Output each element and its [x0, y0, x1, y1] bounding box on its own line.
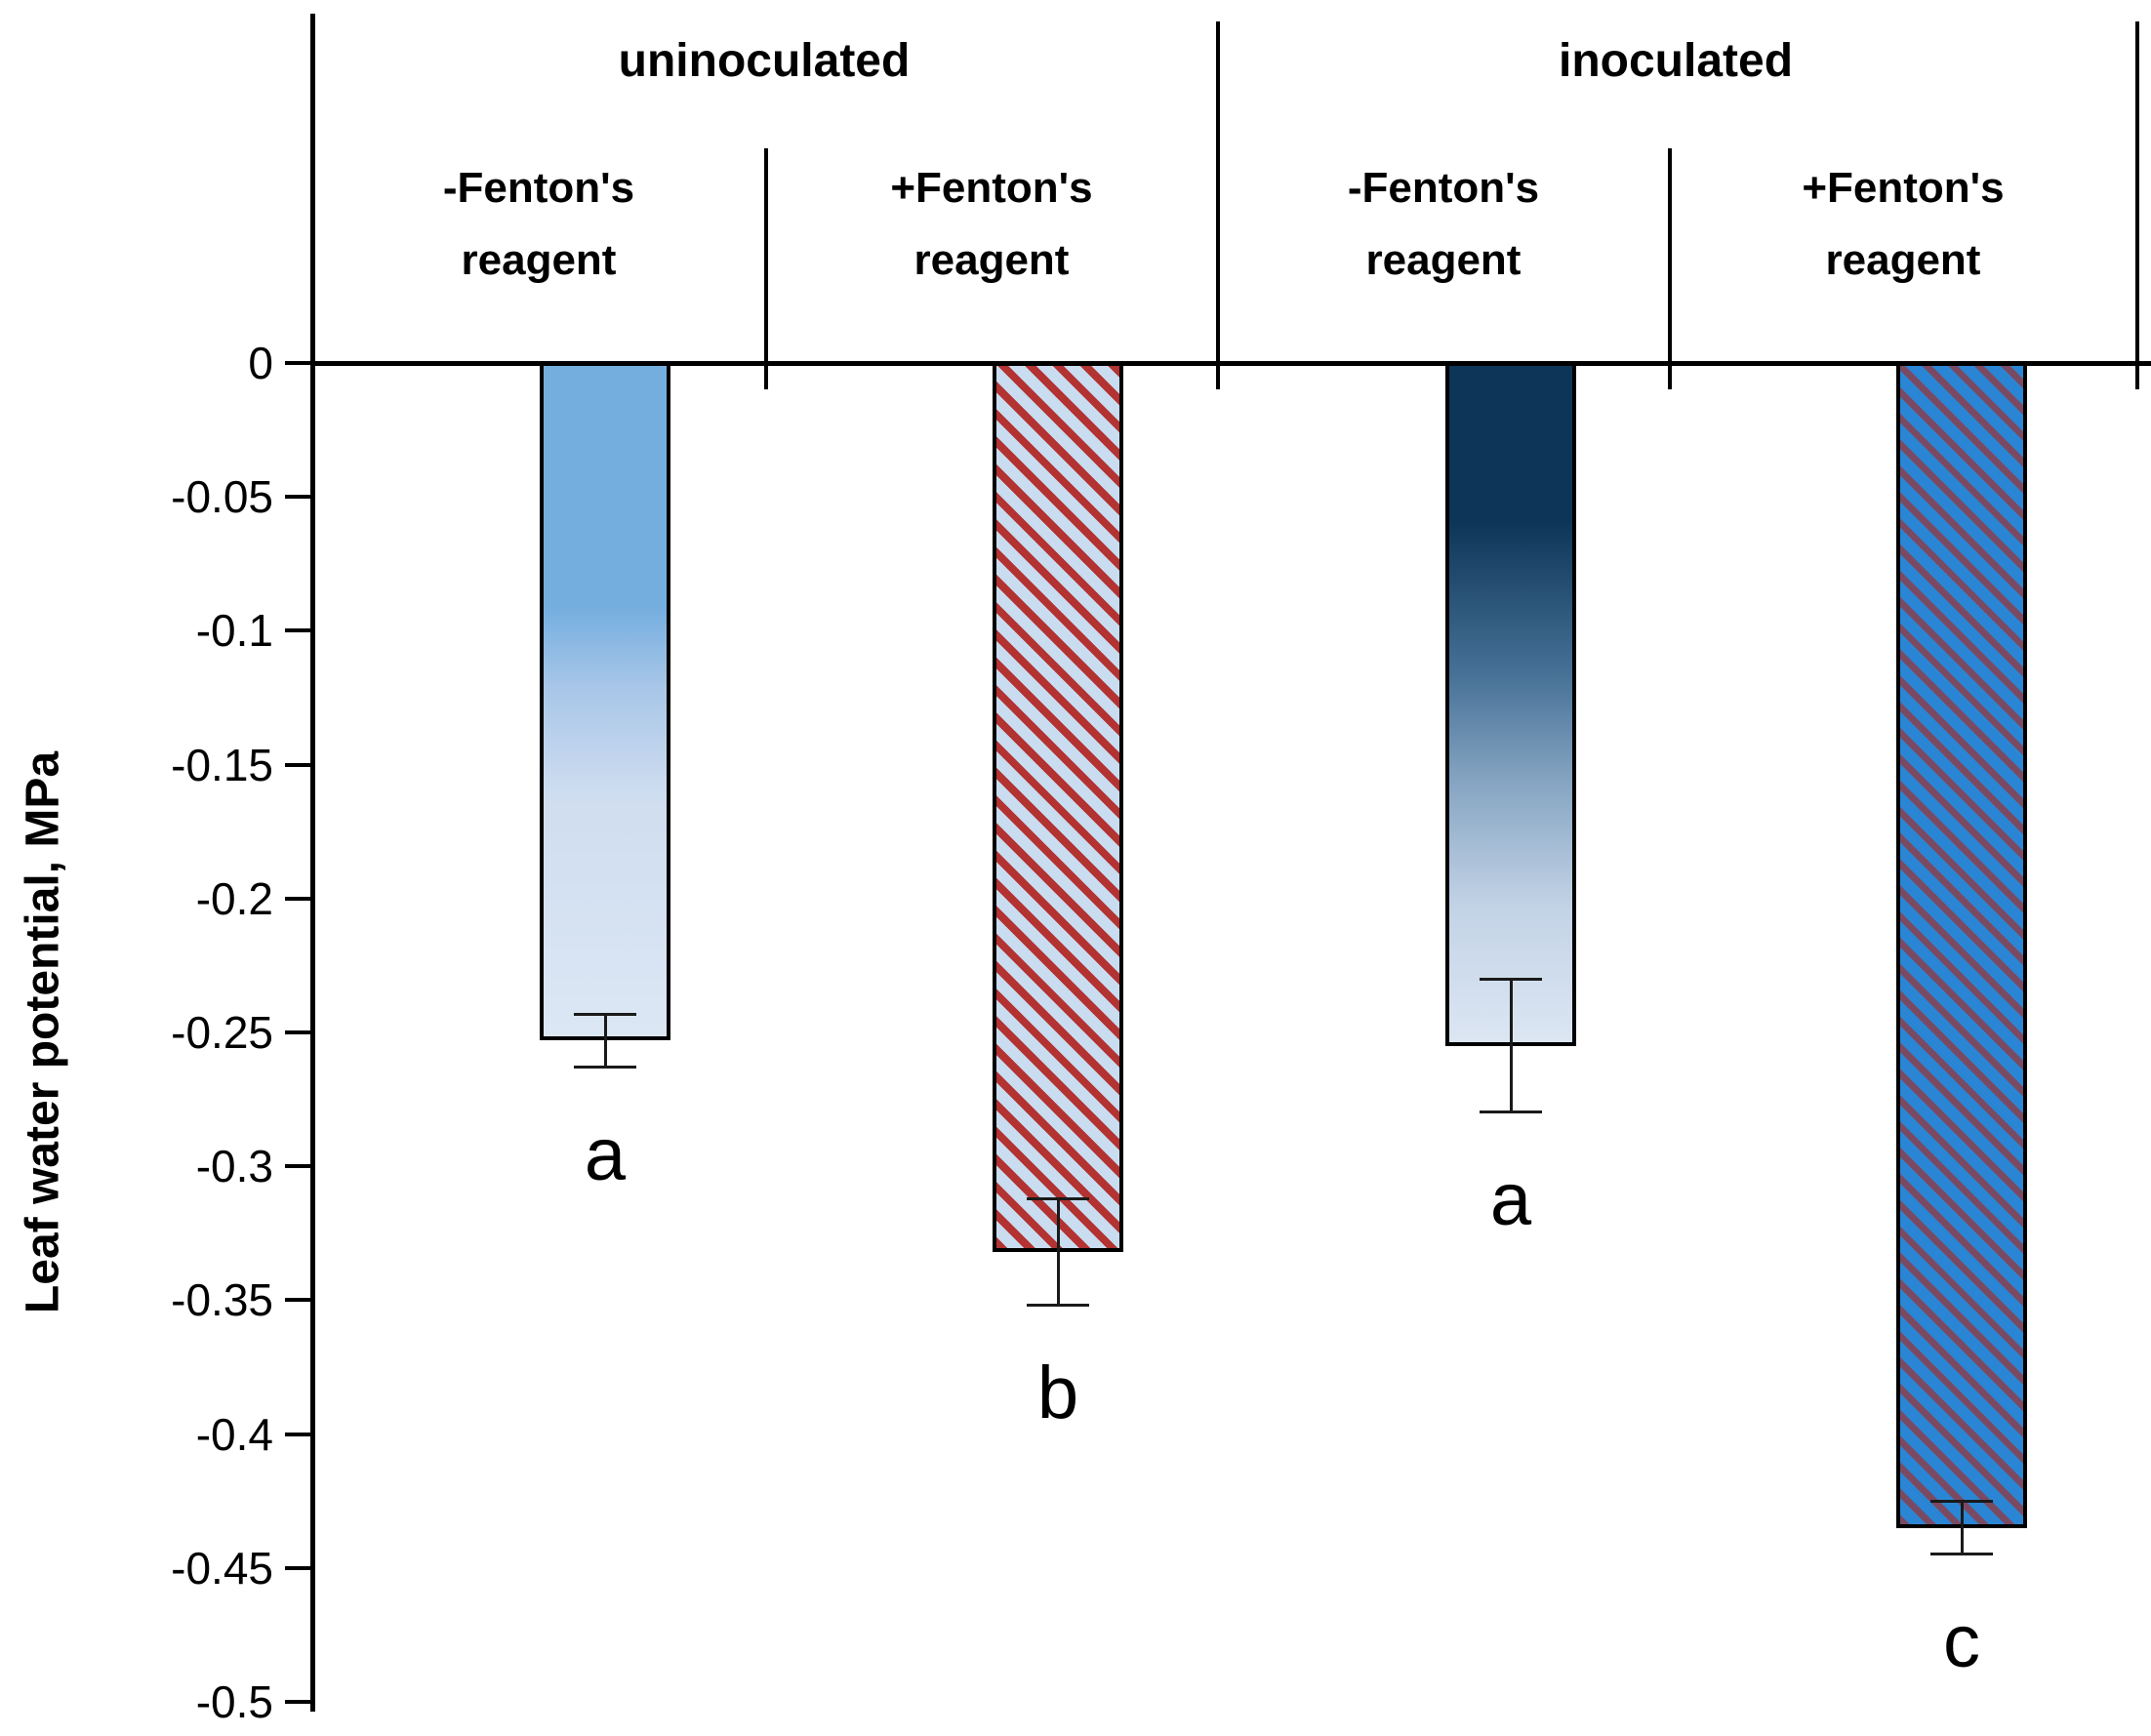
column-label-uninoculated-plus-fenton: +Fenton's reagent [796, 152, 1187, 297]
bar [1445, 362, 1576, 1046]
error-bar-line [1961, 1501, 1964, 1555]
y-tick-label: 0 [248, 338, 273, 388]
sig-letter: a [1489, 1158, 1532, 1242]
sig-letter: a [584, 1112, 627, 1196]
error-bar-cap-bottom [1027, 1303, 1089, 1307]
y-axis-tick [285, 628, 310, 633]
y-axis-tick [285, 1164, 310, 1169]
error-bar-cap-bottom [1930, 1553, 1993, 1556]
y-tick-label: -0.25 [171, 1007, 273, 1058]
column-label-inoculated-plus-fenton: +Fenton's reagent [1708, 152, 2098, 297]
column-label-line2: reagent [1365, 236, 1522, 284]
y-axis-tick [285, 361, 310, 365]
column-divider-uninoculated [764, 148, 768, 389]
y-tick-label: -0.45 [171, 1542, 273, 1594]
error-bar-cap-top [1930, 1500, 1993, 1504]
y-tick-label: -0.35 [171, 1274, 273, 1326]
y-tick-label: -0.15 [171, 739, 273, 790]
y-axis-tick [285, 762, 310, 767]
error-bar-cap-top [574, 1012, 636, 1016]
column-label-line1: +Fenton's [1802, 164, 2005, 212]
column-label-line2: reagent [461, 236, 617, 284]
error-bar-cap-bottom [574, 1065, 636, 1069]
column-label-line1: -Fenton's [442, 164, 635, 212]
y-tick-label: -0.3 [195, 1141, 273, 1192]
zero-baseline [310, 361, 2151, 366]
error-bar-line [1057, 1198, 1060, 1306]
column-label-uninoculated-minus-fenton: -Fenton's reagent [344, 152, 734, 297]
sig-letter: b [1036, 1351, 1079, 1434]
bar [993, 362, 1123, 1252]
column-label-line1: -Fenton's [1347, 164, 1540, 212]
y-axis-tick [285, 1700, 310, 1704]
column-label-line2: reagent [1825, 236, 1981, 284]
column-label-line2: reagent [913, 236, 1070, 284]
error-bar-line [1510, 979, 1513, 1113]
y-tick-label: -0.1 [195, 605, 273, 657]
error-bar-cap-bottom [1480, 1110, 1542, 1114]
y-axis-tick [285, 1432, 310, 1436]
error-bar-line [604, 1013, 607, 1068]
group-divider-line [1216, 21, 1220, 389]
y-axis-tick [285, 896, 310, 901]
bar [540, 362, 670, 1041]
column-divider-inoculated [1668, 148, 1672, 389]
column-label-line1: +Fenton's [890, 164, 1093, 212]
y-tick-label: -0.5 [195, 1676, 273, 1727]
y-tick-label: -0.2 [195, 872, 273, 924]
group-header-uninoculated: uninoculated [618, 35, 911, 87]
y-axis-line [310, 14, 315, 1712]
column-label-inoculated-minus-fenton: -Fenton's reagent [1248, 152, 1639, 297]
y-axis-tick [285, 1298, 310, 1303]
y-tick-label: -0.4 [195, 1408, 273, 1460]
y-tick-label: -0.05 [171, 471, 273, 523]
error-bar-cap-top [1480, 978, 1542, 982]
right-edge-line [2135, 21, 2139, 389]
error-bar-cap-top [1027, 1197, 1089, 1201]
group-header-inoculated: inoculated [1558, 35, 1794, 87]
bar [1896, 362, 2027, 1528]
y-axis-tick [285, 1565, 310, 1570]
y-axis-tick [285, 495, 310, 500]
sig-letter: c [1943, 1600, 1980, 1684]
y-axis-tick [285, 1030, 310, 1034]
